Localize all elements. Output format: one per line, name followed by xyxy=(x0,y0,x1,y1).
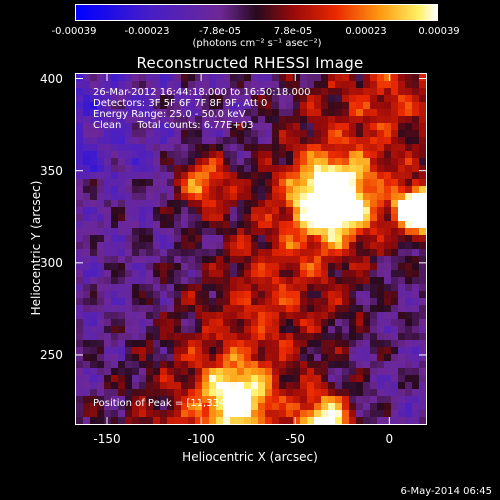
x-tick-label: -100 xyxy=(187,432,215,446)
heatmap-image xyxy=(76,74,426,424)
y-tick-label: 350 xyxy=(40,163,63,178)
annotation-counts: Clean Total counts: 6.77E+03 xyxy=(93,120,254,131)
y-tick-label: 300 xyxy=(40,255,63,270)
y-tick-label: 250 xyxy=(40,347,63,362)
colorbar-tick: -0.00023 xyxy=(124,26,170,37)
plot-area: 26-Mar-2012 16:44:18.000 to 16:50:18.000… xyxy=(75,73,427,425)
y-axis-label: Heliocentric Y (arcsec) xyxy=(29,180,43,316)
y-tick-label: 400 xyxy=(40,71,63,86)
colorbar-tick: -7.8e-05 xyxy=(199,26,241,37)
x-axis-label: Heliocentric X (arcsec) xyxy=(182,450,318,464)
x-tick-label: -50 xyxy=(285,432,306,446)
annotation-peak: Position of Peak = [11,334] xyxy=(93,398,230,409)
chart-title: Reconstructed RHESSI Image xyxy=(136,54,364,72)
timestamp: 6-May-2014 06:45 xyxy=(400,486,492,497)
colorbar-tick: -0.00039 xyxy=(51,26,97,37)
annotation-energy: Energy Range: 25.0 - 50.0 keV xyxy=(93,109,246,120)
colorbar-label: (photons cm⁻² s⁻¹ asec⁻²) xyxy=(192,38,322,49)
colorbar-tick: 0.00023 xyxy=(345,26,387,37)
colorbar xyxy=(75,4,438,21)
annotation-time: 26-Mar-2012 16:44:18.000 to 16:50:18.000 xyxy=(93,87,311,98)
x-tick-label: 0 xyxy=(385,432,394,446)
annotation-detectors: Detectors: 3F 5F 6F 7F 8F 9F, Att 0 xyxy=(93,98,268,109)
colorbar-tick: 0.00039 xyxy=(418,26,460,37)
x-tick-label: -150 xyxy=(93,432,121,446)
colorbar-tick: 7.8e-05 xyxy=(273,26,313,37)
